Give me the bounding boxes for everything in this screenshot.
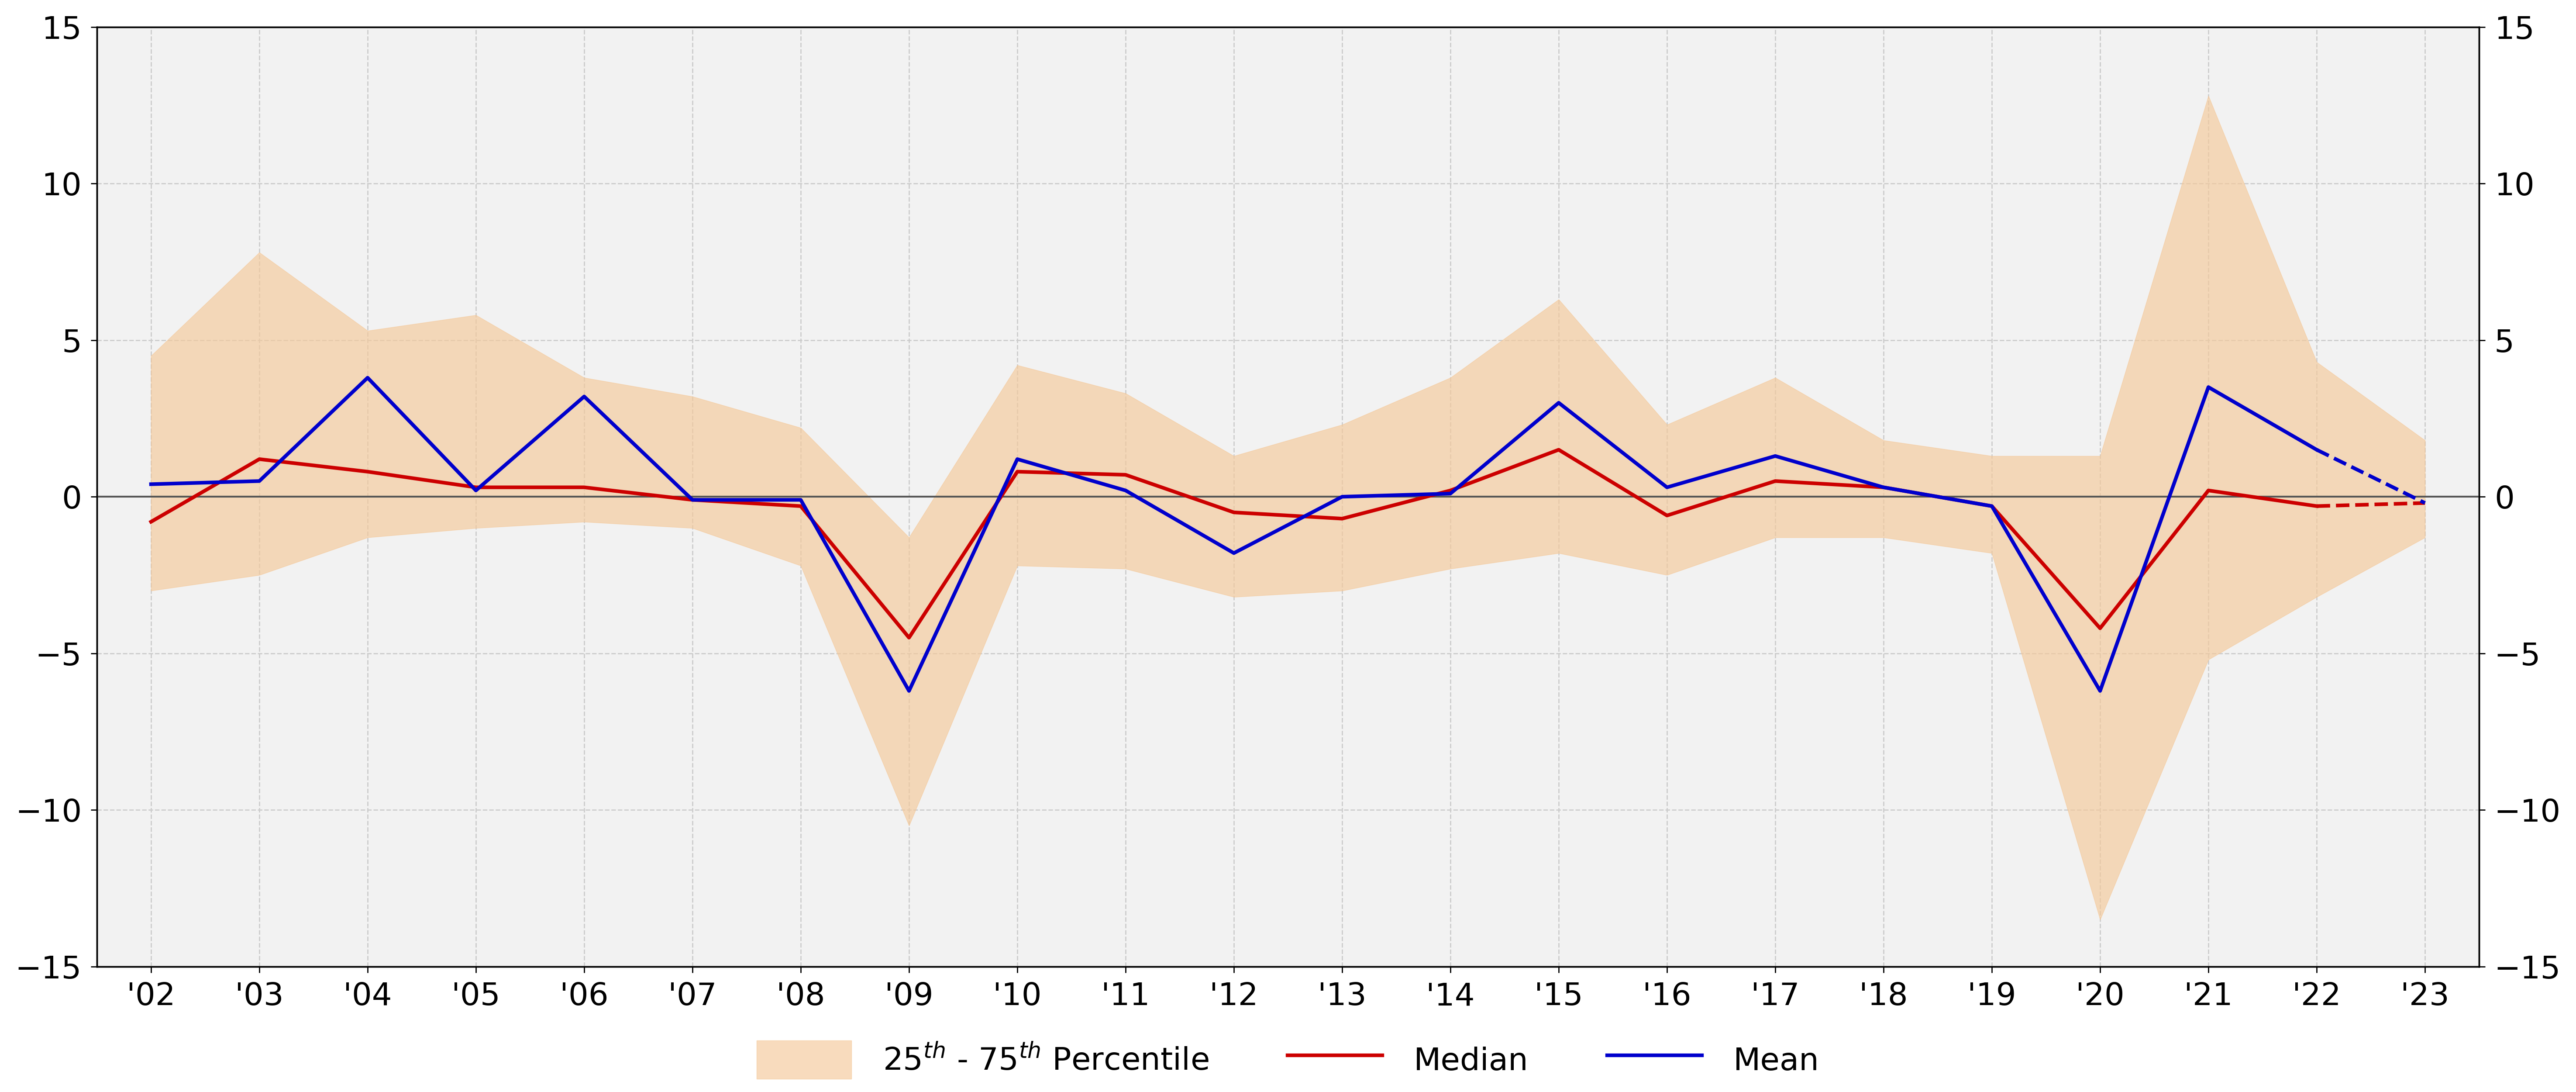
Legend: 25$^{th}$ - 75$^{th}$ Percentile, Median, Mean: 25$^{th}$ - 75$^{th}$ Percentile, Median… <box>744 1028 1832 1092</box>
